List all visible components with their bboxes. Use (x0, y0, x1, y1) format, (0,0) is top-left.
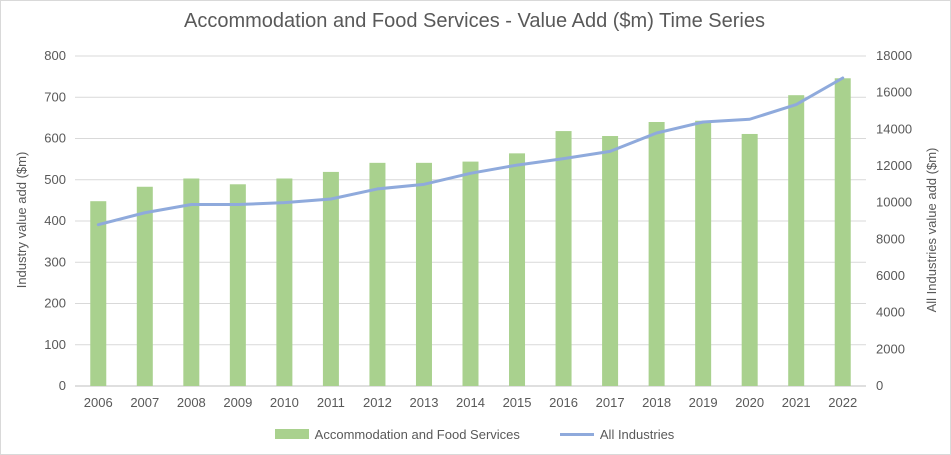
right-tick-label: 6000 (876, 268, 905, 283)
x-tick-label: 2022 (828, 395, 857, 410)
right-tick-label: 4000 (876, 305, 905, 320)
legend-item-line: All Industries (559, 426, 675, 442)
left-tick-label: 0 (59, 378, 66, 393)
x-tick-label: 2007 (130, 395, 159, 410)
x-tick-label: 2012 (363, 395, 392, 410)
right-axis-ticks: 0 2000 4000 6000 8000 10000 12000 14000 16000 180… (876, 48, 912, 393)
right-tick-label: 2000 (876, 341, 905, 356)
chart-title: Accommodation and Food Services - Value … (184, 10, 765, 32)
x-tick-label: 2008 (177, 395, 206, 410)
legend-label-line: All Industries (599, 426, 675, 442)
right-tick-label: 8000 (876, 231, 905, 246)
right-tick-label: 12000 (876, 158, 912, 173)
right-axis-title: All Industries value add ($m) (924, 148, 939, 313)
bar (462, 161, 479, 386)
left-tick-label: 800 (44, 48, 66, 63)
left-tick-label: 600 (44, 131, 66, 146)
x-tick-label: 2018 (642, 395, 671, 410)
x-tick-label: 2011 (317, 395, 345, 410)
x-tick-label: 2020 (735, 395, 764, 410)
x-tick-label: 2016 (549, 395, 578, 410)
legend-item-bars: Accommodation and Food Services (274, 426, 520, 442)
legend-swatch-bars (274, 429, 309, 439)
legend: Accommodation and Food Services All Indu… (0, 424, 949, 444)
x-tick-label: 2010 (270, 395, 299, 410)
bar (415, 162, 432, 386)
bar (322, 171, 339, 386)
right-tick-label: 16000 (876, 85, 912, 100)
x-tick-label: 2019 (689, 395, 718, 410)
bar (369, 162, 386, 386)
x-tick-label: 2009 (223, 395, 252, 410)
bar-series (90, 78, 851, 387)
bar (509, 153, 526, 386)
x-tick-label: 2013 (410, 395, 439, 410)
left-tick-label: 700 (44, 89, 66, 104)
bar (136, 186, 153, 386)
bar (183, 178, 200, 386)
right-tick-label: 14000 (876, 121, 912, 136)
bar (834, 78, 851, 387)
left-tick-label: 500 (44, 172, 66, 187)
legend-swatch-line (559, 432, 594, 436)
bar (602, 136, 619, 386)
bar (648, 122, 665, 386)
x-tick-label: 2017 (596, 395, 625, 410)
x-tick-label: 2006 (84, 395, 113, 410)
left-axis-ticks: 0 100 200 300 400 500 600 700 800 (44, 48, 66, 393)
left-tick-label: 200 (44, 296, 66, 311)
left-tick-label: 100 (44, 337, 66, 352)
x-tick-label: 2014 (456, 395, 485, 410)
bar (90, 201, 107, 386)
bar (229, 184, 246, 386)
bar (276, 178, 293, 386)
bar (695, 120, 712, 386)
x-tick-label: 2021 (782, 395, 811, 410)
right-tick-label: 0 (876, 378, 883, 393)
legend-label-bars: Accommodation and Food Services (314, 426, 520, 442)
left-tick-label: 300 (44, 254, 66, 269)
left-axis-title: Industry value add ($m) (14, 152, 29, 289)
right-tick-label: 10000 (876, 195, 912, 210)
line-series (96, 76, 845, 227)
left-tick-label: 400 (44, 213, 66, 228)
bar (741, 133, 758, 386)
bar (555, 131, 572, 386)
x-axis-ticks: 2006 2007 2008 2009 2010 2011 2012 2013 2014 2015… (84, 395, 857, 410)
x-tick-label: 2015 (503, 395, 532, 410)
bar (788, 95, 805, 386)
right-tick-label: 18000 (876, 48, 912, 63)
